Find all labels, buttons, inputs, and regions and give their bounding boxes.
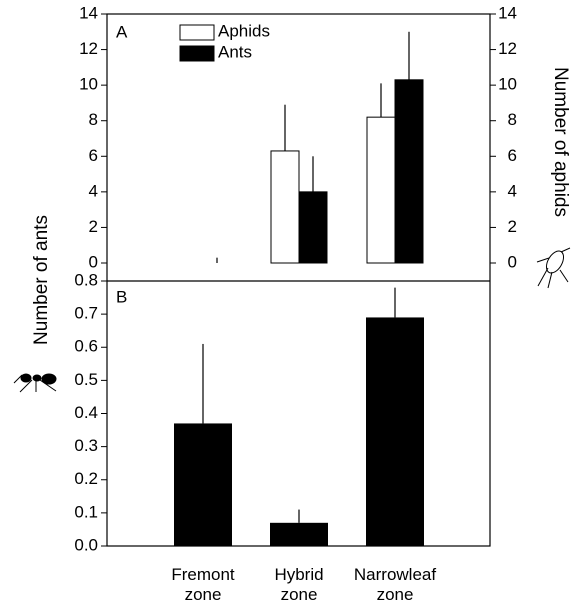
y2-tick-label: 2: [508, 217, 517, 236]
y-tick-label: 0.7: [74, 304, 98, 323]
bar: [270, 150, 300, 264]
y-tick-label: 2: [89, 217, 98, 236]
y-tick-label: 0.2: [74, 469, 98, 488]
x-tick-label: Fremont zone: [171, 565, 235, 604]
legend-label: Aphids: [218, 21, 270, 40]
bar: [298, 191, 328, 264]
y2-tick-label: 4: [508, 181, 517, 200]
y-tick-label: 14: [79, 3, 98, 22]
legend-swatch: [179, 45, 215, 62]
y-tick-label: 0.0: [74, 535, 98, 554]
y-tick-label: 8: [89, 110, 98, 129]
y2-tick-label: 6: [508, 146, 517, 165]
bar: [394, 79, 424, 264]
y-tick-label: 12: [79, 39, 98, 58]
legend-label: Ants: [218, 42, 252, 61]
bar: [174, 423, 232, 546]
bar: [270, 522, 328, 546]
aphid-icon: [536, 247, 571, 289]
x-tick-label: Narrowleaf zone: [353, 565, 437, 604]
panel-label: A: [116, 22, 128, 41]
y-tick-label: 0.6: [74, 337, 98, 356]
y-tick-label: 0.4: [74, 403, 98, 422]
y-tick-label: 0.1: [74, 502, 98, 521]
y2-tick-label: 10: [498, 75, 517, 94]
ant-icon: [13, 373, 57, 393]
frame: [106, 13, 491, 547]
y-tick-label: 10: [79, 75, 98, 94]
y-tick-label: 0.3: [74, 436, 98, 455]
y-tick-label: 6: [89, 146, 98, 165]
y-axis-label: Number of ants: [31, 215, 52, 345]
x-tick-label: Hybrid zone: [274, 565, 324, 604]
y-tick-label: 0.5: [74, 370, 98, 389]
y2-axis-label: Number of aphids: [550, 67, 571, 217]
y-tick-label: 4: [89, 181, 98, 200]
y2-tick-label: 0: [508, 252, 517, 271]
y2-tick-label: 8: [508, 110, 517, 129]
panel-label: B: [116, 287, 127, 306]
y2-tick-label: 12: [498, 39, 517, 58]
bar: [366, 317, 424, 546]
y-tick-label: 0.8: [74, 270, 98, 289]
bar: [366, 116, 396, 264]
legend-swatch: [179, 24, 215, 41]
y-tick-label: 0: [89, 252, 98, 271]
y2-tick-label: 14: [498, 3, 517, 22]
